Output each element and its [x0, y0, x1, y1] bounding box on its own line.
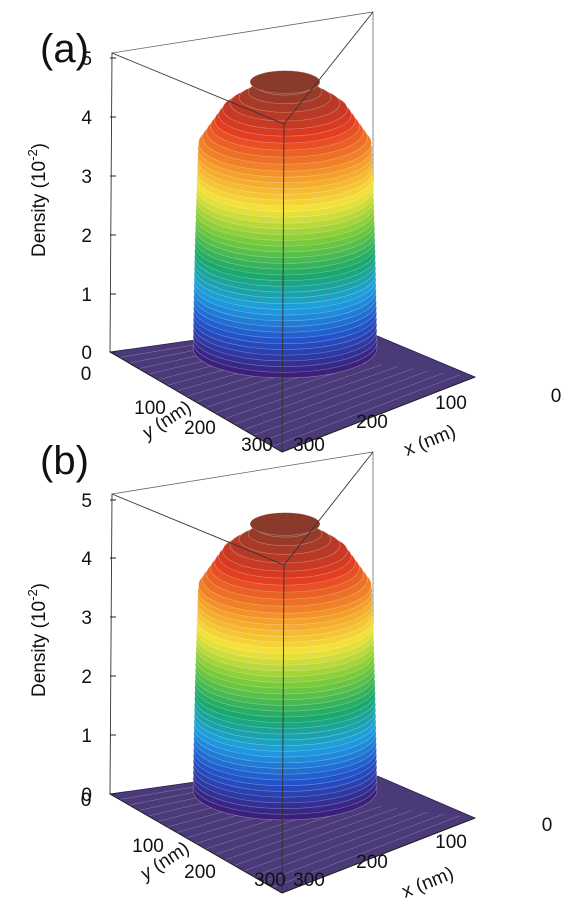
surface-peak: [249, 70, 321, 94]
front-vertical-edge: [281, 564, 285, 894]
panel-a: (a) 0 1 2 3 4 5 Density (10-2) 0 100 200 300 300 200 1…: [25, 11, 562, 461]
z-axis-label: Density (10-2): [25, 143, 50, 257]
x-tick-label: 300: [293, 870, 325, 891]
x-tick-label: 0: [542, 815, 553, 836]
floor-grid-line: [243, 368, 413, 431]
z-axis-label-close: ): [29, 583, 50, 589]
z-tick-label: 1: [81, 726, 92, 747]
z-tick-label: 2: [81, 667, 92, 688]
z-tick-label: 2: [81, 226, 92, 247]
front-frame: [109, 451, 374, 795]
x-tick-label: 300: [293, 435, 325, 456]
z-tick-label: 0: [81, 785, 92, 806]
floor-grid-line: [262, 372, 444, 442]
x-axis-line: [281, 817, 476, 894]
x-axis-label: x (nm): [401, 421, 459, 461]
y-tick-label: 100: [134, 398, 166, 419]
z-tick-label: 4: [81, 108, 92, 129]
y-tick-label: 0: [81, 364, 92, 385]
z-axis-label-text: Density (10: [29, 601, 50, 697]
panel-label: (a): [40, 27, 89, 71]
x-axis-label: x (nm): [399, 863, 457, 903]
floor-grid-line: [234, 366, 398, 425]
z-tick-label: 1: [81, 285, 92, 306]
x-axis-line: [281, 376, 476, 453]
z-tick-label: 3: [81, 167, 92, 188]
z-axis-label: Density (10-2): [25, 583, 50, 697]
z-axis-label-close: ): [29, 143, 50, 149]
y-tick-label: 200: [184, 862, 216, 883]
floor-grid-line: [234, 807, 398, 866]
z-tick-label: 5: [81, 491, 92, 512]
front-vertical-edge: [281, 123, 285, 453]
z-tick-label: 3: [81, 608, 92, 629]
y-axis-line: [109, 351, 283, 453]
y-tick-label: 300: [241, 435, 273, 456]
x-tick-label: 200: [356, 412, 388, 433]
x-tick-label: 200: [356, 852, 388, 873]
panel-b: (b) 0 1 2 3 4 5 Density (10-2) 0 100 200 300 300 200 1…: [25, 439, 552, 903]
panel-label: (b): [40, 439, 89, 483]
floor-grid-line: [272, 374, 460, 447]
floor-grid-line: [243, 809, 413, 872]
y-tick-label: 0: [81, 790, 92, 811]
z-axis-label-exponent: -2: [25, 589, 40, 601]
floor-grid-line: [224, 805, 382, 861]
z-tick-label: 5: [81, 49, 92, 70]
floor-grid-line: [224, 364, 382, 419]
front-frame: [109, 11, 374, 353]
z-tick-label: 4: [81, 549, 92, 570]
x-tick-label: 100: [435, 393, 467, 414]
y-axis-line: [109, 793, 283, 894]
z-axis-label-exponent: -2: [25, 149, 40, 161]
y-tick-label: 100: [132, 836, 164, 857]
z-axis-label-text: Density (10: [29, 161, 50, 257]
x-tick-label: 100: [435, 832, 467, 853]
floor-grid-line: [262, 813, 444, 883]
x-tick-label: 0: [551, 386, 562, 407]
y-tick-label: 200: [184, 418, 216, 439]
z-tick-label: 0: [81, 343, 92, 364]
y-tick-label: 300: [254, 870, 286, 891]
surface-peak: [249, 512, 321, 536]
floor-grid-line: [272, 815, 460, 888]
